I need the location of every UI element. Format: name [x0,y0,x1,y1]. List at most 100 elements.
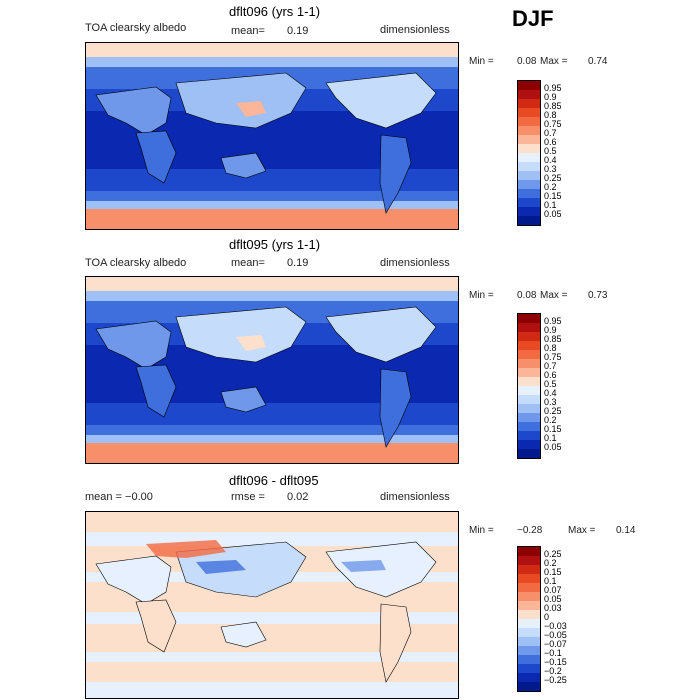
colorbar-swatch [518,144,540,153]
colorbar-swatch [518,153,540,162]
colorbar-tick-label: 0.6 [544,137,557,147]
panel-2-mean-value: 0.19 [287,257,309,269]
panel-2-min-label: Min = [469,290,494,301]
colorbar-tick-label: 0.05 [544,442,562,452]
colorbar-swatch [518,610,540,619]
panel-2-units: dimensionless [380,257,450,269]
panel-2-title: dflt095 (yrs 1-1) [229,237,321,252]
colorbar-swatch [518,90,540,99]
panel-1-mean-label: mean= [231,25,265,37]
panel-3-map [85,511,459,699]
colorbar-swatch [518,404,540,413]
panel-2-mean-label: mean= [231,257,265,269]
colorbar-tick-label: 0.75 [544,352,562,362]
panel-1-title: dflt096 (yrs 1-1) [229,4,321,19]
colorbar-swatch [518,117,540,126]
colorbar-swatch [518,592,540,601]
colorbar-tick-label: −0.15 [544,657,567,667]
colorbar-tick-label: 0.5 [544,379,557,389]
panel-3-rmse-label: rmse = [231,491,265,503]
colorbar-tick-label: 0.7 [544,361,557,371]
colorbar-tick-label: 0.15 [544,567,562,577]
colorbar-tick-label: −0.05 [544,630,567,640]
colorbar-tick-label: 0 [544,612,550,622]
season-label: DJF [512,6,554,31]
colorbar-tick-label: 0.05 [544,594,562,604]
colorbar-tick-label: −0.03 [544,621,567,631]
colorbar-swatch [518,99,540,108]
colorbar-tick-label: −0.07 [544,639,567,649]
colorbar-swatch [518,601,540,610]
panel-1-map-field [86,43,458,229]
colorbar-tick-label: 0.25 [544,549,562,559]
colorbar-tick-label: 0.15 [544,424,562,434]
colorbar-swatch [518,377,540,386]
colorbar-tick-label: 0.7 [544,128,557,138]
colorbar-swatch [518,565,540,574]
colorbar-tick-label: 0.9 [544,325,557,335]
colorbar-tick-label: −0.1 [544,648,562,658]
panel-3-colorbar [517,546,541,692]
panel-1-max-label: Max = [540,56,568,67]
panel-2-map [85,276,459,464]
colorbar-swatch [518,628,540,637]
colorbar-tick-label: 0.25 [544,406,562,416]
colorbar-tick-label: 0.3 [544,397,557,407]
colorbar-swatch [518,413,540,422]
colorbar-swatch [518,449,540,458]
panel-3-map-field [86,512,458,698]
colorbar-swatch [518,637,540,646]
colorbar-swatch [518,198,540,207]
colorbar-swatch [518,135,540,144]
colorbar-tick-label: 0.75 [544,119,562,129]
colorbar-swatch [518,323,540,332]
panel-1-colorbar [517,80,541,226]
panel-3-units: dimensionless [380,491,450,503]
colorbar-tick-label: 0.4 [544,155,557,165]
colorbar-tick-label: 0.85 [544,101,562,111]
colorbar-tick-label: −0.2 [544,666,562,676]
colorbar-swatch [518,422,540,431]
panel-1-variable-label: TOA clearsky albedo [85,22,187,34]
colorbar-swatch [518,556,540,565]
colorbar-swatch [518,646,540,655]
colorbar-tick-label: 0.1 [544,200,557,210]
panel-1-mean-value: 0.19 [287,25,309,37]
colorbar-swatch [518,664,540,673]
colorbar-tick-label: −0.25 [544,675,567,685]
colorbar-swatch [518,126,540,135]
colorbar-swatch [518,341,540,350]
colorbar-tick-label: 0.2 [544,415,557,425]
panel-3-min-label: Min = [469,525,494,536]
colorbar-swatch [518,386,540,395]
colorbar-swatch [518,574,540,583]
panel-3-max-value: 0.14 [616,525,636,536]
panel-1-units: dimensionless [380,24,450,36]
colorbar-tick-label: 0.85 [544,334,562,344]
panel-2-max-value: 0.73 [588,290,608,301]
panel-3-title: dflt096 - dflt095 [229,473,319,488]
colorbar-swatch [518,395,540,404]
panel-2-min-value: 0.08 [517,290,537,301]
colorbar-swatch [518,682,540,691]
colorbar-swatch [518,431,540,440]
colorbar-tick-label: 0.8 [544,343,557,353]
panel-1-max-value: 0.74 [588,56,608,67]
colorbar-tick-label: 0.1 [544,433,557,443]
colorbar-tick-label: 0.95 [544,316,562,326]
panel-1-min-value: 0.08 [517,56,537,67]
panel-1-min-label: Min = [469,56,494,67]
colorbar-swatch [518,368,540,377]
panel-2-map-field [86,277,458,463]
colorbar-tick-label: 0.15 [544,191,562,201]
panel-2-max-label: Max = [540,290,568,301]
colorbar-tick-label: 0.6 [544,370,557,380]
panel-2-variable-label: TOA clearsky albedo [85,257,187,269]
colorbar-swatch [518,547,540,556]
colorbar-swatch [518,440,540,449]
colorbar-tick-label: 0.8 [544,110,557,120]
panel-1-map [85,42,459,230]
panel-3-rmse-value: 0.02 [287,491,309,503]
colorbar-swatch [518,655,540,664]
panel-3-max-label: Max = [568,525,596,536]
